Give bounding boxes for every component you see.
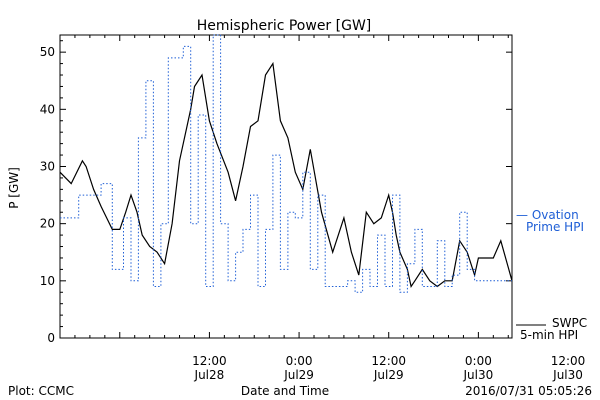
x-axis-ticks: 12:00Jul280:00Jul2912:00Jul290:00Jul3012… — [59, 35, 586, 382]
plot-timestamp: 2016/07/31 05:05:26 — [465, 384, 592, 398]
y-tick-label: 0 — [47, 331, 55, 345]
legend-ovation-line1: — Ovation — [516, 208, 579, 222]
x-tick-time-label: 0:00 — [465, 354, 492, 368]
y-tick-label: 40 — [40, 102, 55, 116]
legend-swpc-line2: 5-min HPI — [520, 328, 578, 342]
y-axis-ticks: 0 10 20 30 40 50 — [40, 40, 512, 345]
x-axis-label: Date and Time — [241, 384, 329, 398]
legend-swpc-line1: SWPC — [552, 316, 587, 330]
y-tick-label: 10 — [40, 274, 55, 288]
x-tick-date-label: Jul30 — [463, 368, 494, 382]
x-tick-time-label: 0:00 — [286, 354, 313, 368]
x-tick-date-label: Jul30 — [552, 368, 583, 382]
x-tick-date-label: Jul29 — [373, 368, 404, 382]
y-axis-label: P [GW] — [7, 167, 21, 209]
plot-credit: Plot: CCMC — [8, 384, 74, 398]
legend-ovation-line2: Prime HPI — [526, 220, 584, 234]
chart-title: Hemispheric Power [GW] — [197, 18, 372, 34]
x-tick-date-label: Jul28 — [194, 368, 225, 382]
plot-frame — [59, 34, 513, 339]
plot-area — [59, 34, 513, 293]
x-tick-time-label: 12:00 — [551, 354, 586, 368]
swpc-hpi-line — [59, 61, 513, 289]
y-tick-label: 20 — [40, 217, 55, 231]
x-tick-date-label: Jul29 — [283, 368, 314, 382]
x-tick-time-label: 12:00 — [192, 354, 227, 368]
ovation-hpi-line — [60, 34, 512, 293]
y-tick-label: 50 — [40, 45, 55, 59]
y-tick-label: 30 — [40, 159, 55, 173]
x-tick-time-label: 12:00 — [371, 354, 406, 368]
